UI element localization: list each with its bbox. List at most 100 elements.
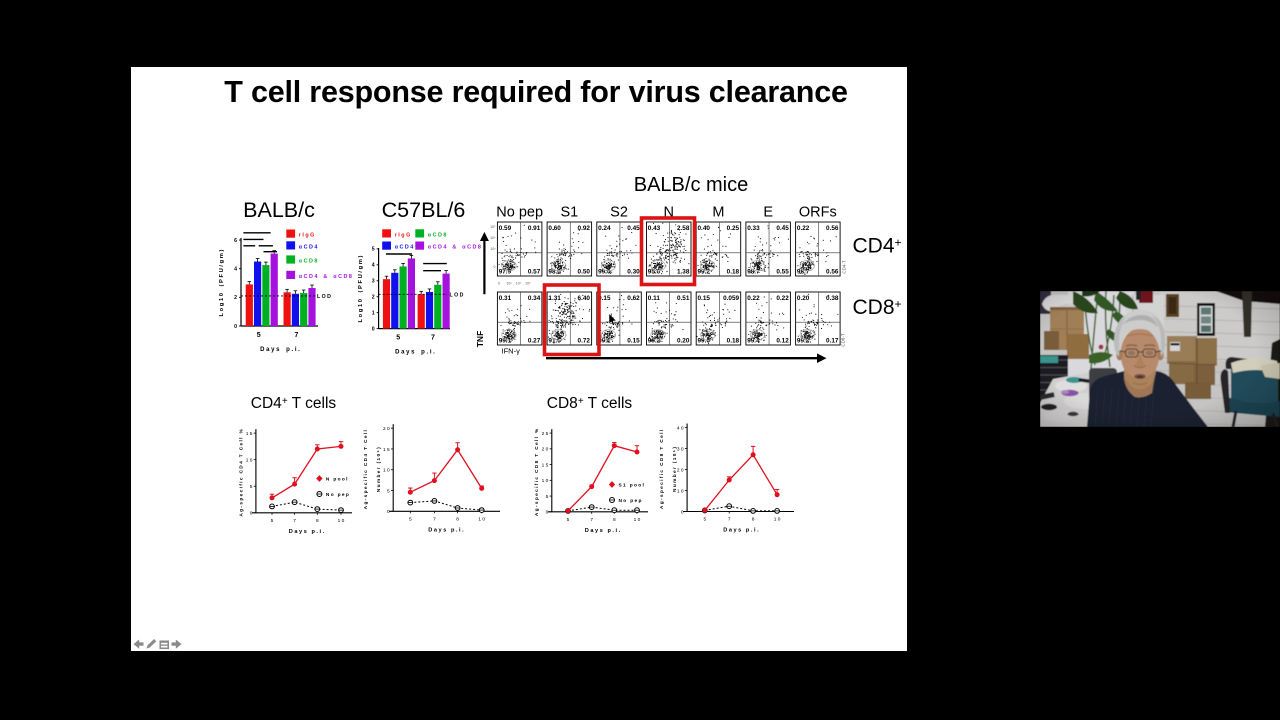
svg-text:3: 3: [372, 279, 375, 285]
svg-text:0.18: 0.18: [727, 338, 740, 345]
svg-text:91.6: 91.6: [548, 338, 561, 345]
svg-text:E: E: [763, 205, 773, 221]
svg-text:N o p e p: N o p e p: [619, 498, 642, 504]
svg-text:L o g 1 0 ( P F U / g m ): L o g 1 0 ( P F U / g m ): [358, 255, 364, 322]
svg-text:S 1 p o o l: S 1 p o o l: [619, 483, 644, 489]
svg-text:0.24: 0.24: [598, 225, 611, 232]
svg-text:5: 5: [372, 247, 375, 253]
svg-text:99.0: 99.0: [598, 269, 611, 276]
svg-text:CD8-T: CD8-T: [841, 333, 846, 347]
svg-text:A g - s p e c i f i c C D 8: A g - s p e c i f i c C D 8 T C e l l: [659, 430, 665, 509]
svg-text:5: 5: [271, 518, 274, 524]
svg-text:D a y s p . i .: D a y s p . i .: [260, 347, 300, 353]
svg-text:4 0: 4 0: [677, 425, 684, 431]
svg-text:D a y s p . i .: D a y s p . i .: [723, 528, 759, 534]
svg-text:0.56: 0.56: [826, 269, 839, 276]
svg-text:A g - s p e c i f i c C D 4: A g - s p e c i f i c C D 4 T C e l l %: [239, 429, 245, 517]
svg-text:2 0: 2 0: [542, 447, 549, 453]
svg-text:0.59: 0.59: [499, 225, 512, 232]
svg-text:8: 8: [613, 517, 616, 523]
svg-text:1.38: 1.38: [677, 269, 690, 276]
svg-text:BALB/c: BALB/c: [243, 198, 315, 222]
svg-text:5: 5: [387, 488, 390, 494]
svg-text:D a y s p . i .: D a y s p . i .: [428, 527, 464, 533]
svg-text:2 5: 2 5: [542, 431, 549, 437]
svg-text:0.45: 0.45: [627, 225, 640, 232]
svg-text:0.15: 0.15: [698, 295, 711, 302]
svg-text:0.38: 0.38: [826, 295, 839, 302]
svg-text:D a y s p . i .: D a y s p . i .: [585, 528, 621, 534]
svg-text:99.1: 99.1: [499, 338, 512, 345]
svg-text:10⁵: 10⁵: [490, 225, 496, 229]
svg-text:CD4+: CD4+: [852, 235, 901, 258]
svg-text:10⁴: 10⁴: [516, 282, 522, 286]
svg-text:1 0: 1 0: [338, 518, 345, 524]
svg-text:N u m b e r ( 1 0 ⁵ ): N u m b e r ( 1 0 ⁵ ): [672, 447, 678, 492]
svg-text:99.4: 99.4: [747, 338, 760, 345]
svg-text:5: 5: [396, 335, 400, 342]
svg-text:1 0: 1 0: [677, 488, 684, 494]
svg-text:95.6: 95.6: [648, 269, 661, 276]
svg-text:7: 7: [433, 516, 436, 522]
svg-text:0.22: 0.22: [747, 295, 760, 302]
svg-text:2 0: 2 0: [677, 467, 684, 473]
svg-text:0.55: 0.55: [776, 269, 789, 276]
svg-text:10³: 10³: [506, 282, 512, 286]
svg-text:0: 0: [387, 509, 390, 515]
svg-text:5: 5: [250, 484, 253, 490]
svg-text:99.2: 99.2: [698, 269, 711, 276]
svg-text:N u m b e r ( 1 0 ⁵ ): N u m b e r ( 1 0 ⁵ ): [376, 447, 382, 492]
svg-text:CD8+ T cells: CD8+ T cells: [547, 395, 633, 412]
svg-text:8: 8: [752, 517, 755, 523]
svg-text:99.1: 99.1: [598, 338, 611, 345]
svg-text:99.6: 99.6: [698, 338, 711, 345]
svg-text:10³: 10³: [490, 247, 496, 251]
svg-text:1 0: 1 0: [478, 516, 485, 522]
svg-text:S1: S1: [560, 205, 578, 221]
svg-text:0.11: 0.11: [648, 295, 661, 302]
svg-text:0.25: 0.25: [727, 225, 740, 232]
svg-text:4: 4: [234, 266, 237, 272]
svg-text:1 0: 1 0: [383, 468, 390, 474]
svg-text:α C D 4: α C D 4: [395, 245, 414, 251]
svg-text:r I g G: r I g G: [395, 232, 411, 238]
svg-text:0: 0: [498, 282, 500, 286]
svg-text:0.51: 0.51: [677, 295, 690, 302]
svg-text:0.56: 0.56: [826, 225, 839, 232]
svg-text:99.2: 99.2: [797, 338, 810, 345]
svg-text:97.9: 97.9: [499, 269, 512, 276]
svg-text:CD8+: CD8+: [852, 296, 901, 319]
svg-text:1: 1: [372, 310, 375, 316]
svg-text:0.62: 0.62: [627, 295, 640, 302]
svg-text:1 5: 1 5: [383, 447, 390, 453]
svg-text:N p o o l: N p o o l: [326, 477, 348, 483]
svg-text:7: 7: [590, 517, 593, 523]
svg-text:0.57: 0.57: [528, 269, 541, 276]
svg-text:N o p e p: N o p e p: [326, 492, 349, 498]
svg-text:1 0: 1 0: [634, 517, 641, 523]
svg-text:99.2: 99.2: [648, 338, 661, 345]
svg-text:0: 0: [372, 326, 375, 332]
svg-text:ORFs: ORFs: [799, 205, 837, 221]
svg-text:0.15: 0.15: [627, 338, 640, 345]
svg-text:A g - s p e c i f i c C D 4: A g - s p e c i f i c C D 4 T C e l l: [363, 430, 369, 509]
svg-text:10⁵: 10⁵: [525, 282, 531, 286]
svg-text:r I g G: r I g G: [299, 233, 315, 239]
svg-text:CD4+ T cells: CD4+ T cells: [251, 395, 337, 412]
svg-text:0.45: 0.45: [776, 225, 789, 232]
svg-text:α C D 8: α C D 8: [299, 258, 318, 264]
svg-text:α C D 4: α C D 4: [299, 244, 318, 250]
svg-text:7: 7: [294, 332, 298, 339]
svg-text:0.22: 0.22: [797, 225, 810, 232]
svg-text:0.31: 0.31: [499, 295, 512, 302]
svg-text:A g - s p e c i f i c C D 8: A g - s p e c i f i c C D 8 T C e l l %: [534, 428, 540, 516]
svg-text:0: 0: [546, 510, 549, 516]
svg-text:4: 4: [372, 263, 375, 269]
svg-text:6: 6: [234, 238, 237, 244]
svg-text:5: 5: [546, 494, 549, 500]
svg-text:7: 7: [431, 335, 435, 342]
svg-text:98.0: 98.0: [548, 269, 561, 276]
svg-text:0.91: 0.91: [528, 225, 541, 232]
svg-text:0.72: 0.72: [578, 338, 591, 345]
svg-text:7: 7: [728, 517, 731, 523]
